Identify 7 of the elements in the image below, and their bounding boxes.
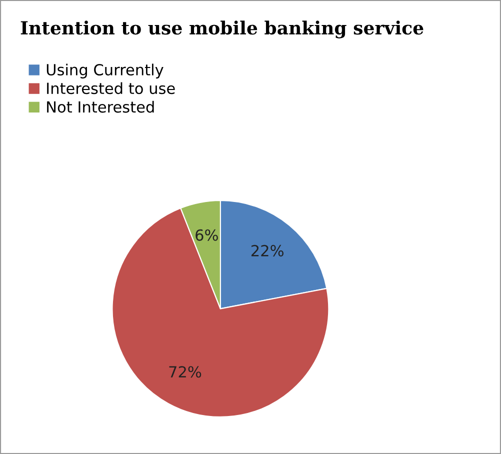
data-label: 72% — [169, 366, 202, 378]
legend-label: Not Interested — [47, 100, 154, 113]
legend-label: Interested to use — [47, 82, 175, 94]
legend-label: Using Currently — [46, 64, 164, 78]
data-label: 6% — [196, 229, 218, 241]
chart-title: Intention to use mobile banking service — [20, 20, 424, 38]
data-label: 22% — [251, 244, 284, 256]
